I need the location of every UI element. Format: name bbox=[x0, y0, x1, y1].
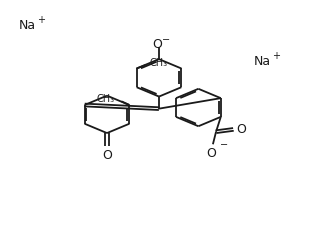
Text: O: O bbox=[102, 149, 112, 162]
Text: O: O bbox=[206, 147, 216, 160]
Text: −: − bbox=[220, 140, 228, 150]
Text: CH₃: CH₃ bbox=[96, 94, 114, 104]
Text: +: + bbox=[272, 51, 280, 61]
Text: Na: Na bbox=[19, 19, 36, 32]
Text: CH₃: CH₃ bbox=[149, 58, 168, 68]
Text: Na: Na bbox=[253, 55, 271, 68]
Text: O: O bbox=[236, 123, 246, 136]
Text: −: − bbox=[162, 35, 170, 46]
Text: +: + bbox=[37, 15, 45, 25]
Text: O: O bbox=[153, 38, 162, 51]
